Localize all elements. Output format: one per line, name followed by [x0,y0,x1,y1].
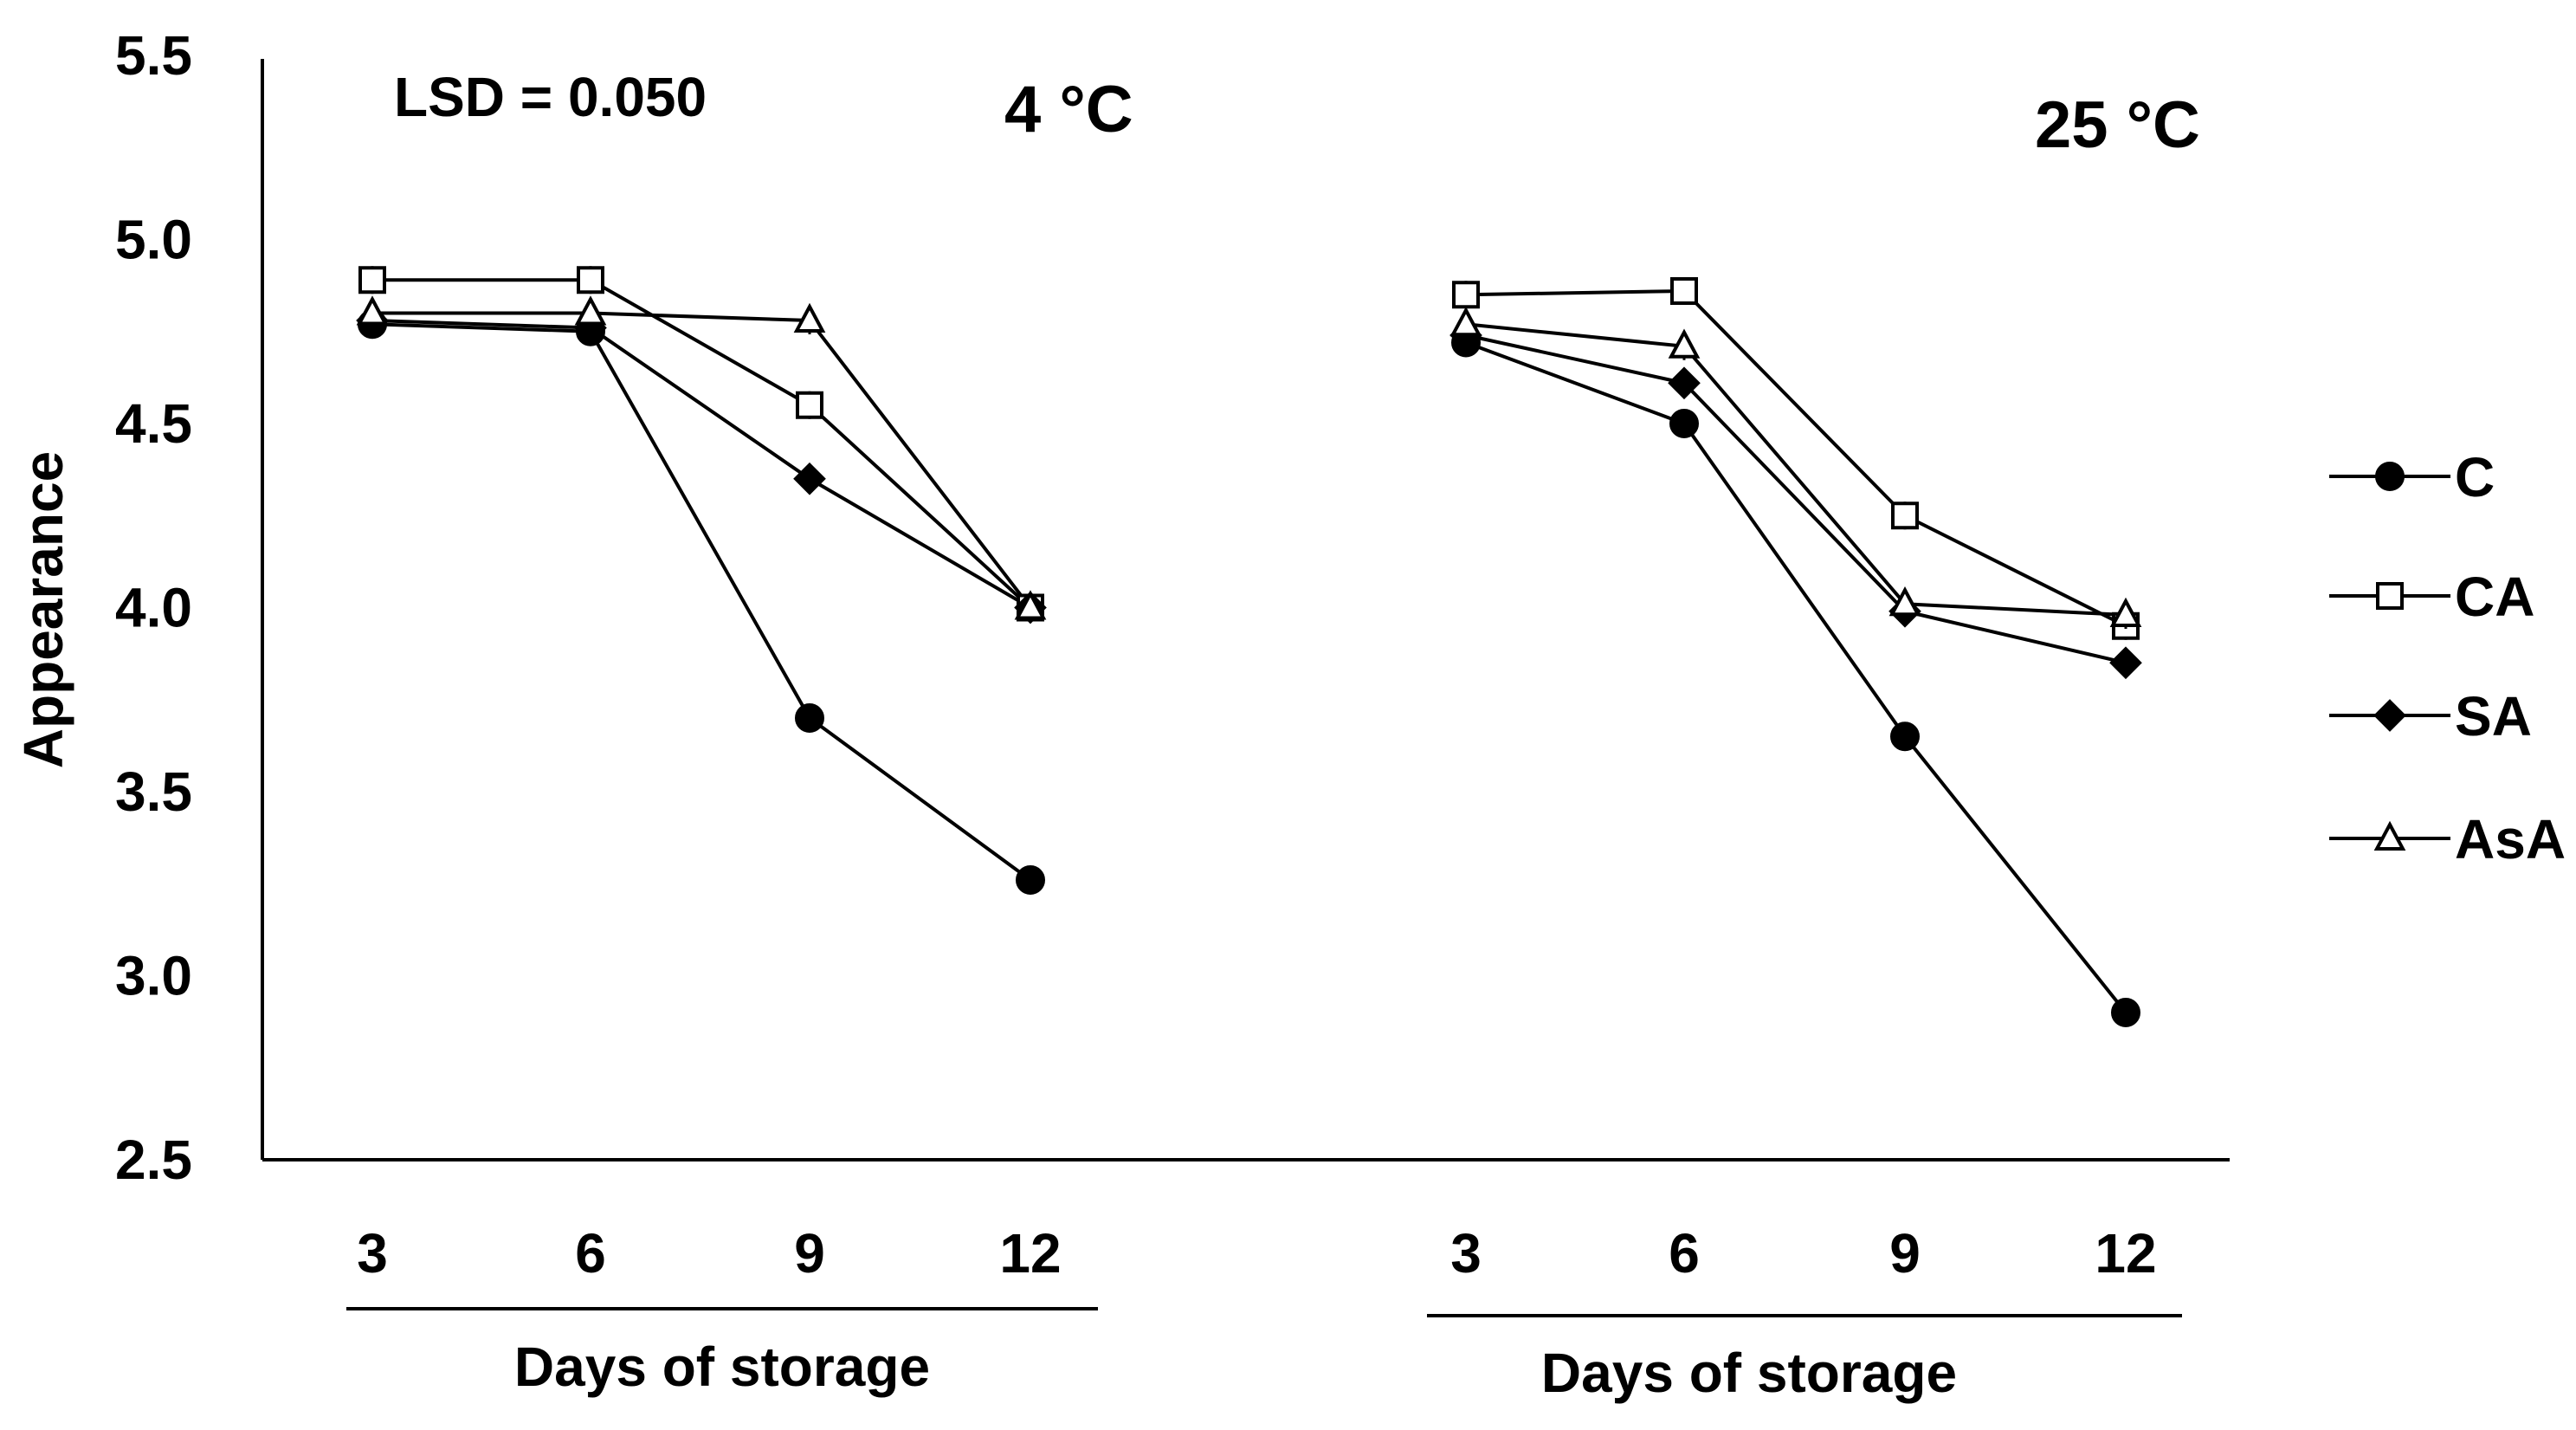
marker-sa [1668,366,1701,400]
series-line-ca [1465,288,2127,628]
panel-title-25c: 25 °C [2035,88,2200,162]
series-line-asa [372,311,1032,609]
y-tick-label: 5.0 [115,209,192,271]
x-tick-label: 3 [1450,1222,1482,1284]
x-tick-label: 9 [1889,1222,1921,1284]
marker-ca [2376,582,2404,610]
x-tick-labels: 3 6 9 12 3 6 9 12 [357,1222,2156,1284]
marker-asa [1014,590,1047,620]
marker-ca [358,266,386,294]
marker-c [1016,865,1045,895]
marker-sa [2109,646,2142,680]
legend-label-sa: SA [2455,685,2532,747]
marker-asa [1888,586,1921,617]
marker-asa [1449,307,1482,337]
x-tick-label: 12 [999,1222,1061,1284]
x-axis-title-25c: Days of storage [1541,1342,1957,1404]
series-line-sa [1465,333,2127,665]
marker-asa [574,295,607,326]
marker-asa [793,302,826,333]
x-tick-label: 12 [2095,1222,2156,1284]
x-tick-label: 3 [357,1222,388,1284]
marker-ca [1452,281,1480,309]
marker-sa [793,462,826,495]
legend: C CA SA AsA [2329,446,2566,870]
marker-ca [577,266,604,294]
series-line-asa [1465,322,2127,617]
marker-ca [1670,277,1698,305]
marker-asa [356,295,389,326]
marker-ca [1891,501,1919,530]
y-axis-title: Appearance [12,451,74,768]
series-line-c [1465,340,2127,1014]
marker-c [2111,998,2140,1027]
marker-asa [2109,597,2142,627]
series-line-c [371,322,1032,882]
y-tick-labels: 2.5 3.0 3.5 4.0 4.5 5.0 5.5 [115,24,192,1191]
marker-c [1669,409,1699,438]
x-tick-label: 9 [794,1222,825,1284]
y-tick-label: 3.0 [115,945,192,1007]
series-line-sa [371,319,1032,610]
y-tick-label: 3.5 [115,760,192,823]
x-tick-label: 6 [1669,1222,1700,1284]
marker-asa [2373,820,2406,851]
x-axis-title-4c: Days of storage [514,1336,930,1398]
y-tick-label: 5.5 [115,24,192,87]
marker-sa [2373,699,2406,732]
legend-label-ca: CA [2455,566,2534,628]
series-line-ca [372,278,1032,609]
y-tick-label: 4.5 [115,392,192,455]
legend-label-asa: AsA [2455,808,2566,870]
y-tick-label: 2.5 [115,1129,192,1191]
marker-c [2375,462,2405,491]
marker-c [795,703,824,733]
lsd-annotation: LSD = 0.050 [394,66,707,128]
marker-asa [1668,328,1701,359]
legend-label-c: C [2455,446,2495,508]
x-tick-label: 6 [575,1222,606,1284]
series-layer [356,266,2142,1027]
marker-ca [796,391,823,419]
y-tick-label: 4.0 [115,577,192,639]
marker-c [1890,721,1920,752]
panel-title-4c: 4 °C [1004,73,1133,146]
